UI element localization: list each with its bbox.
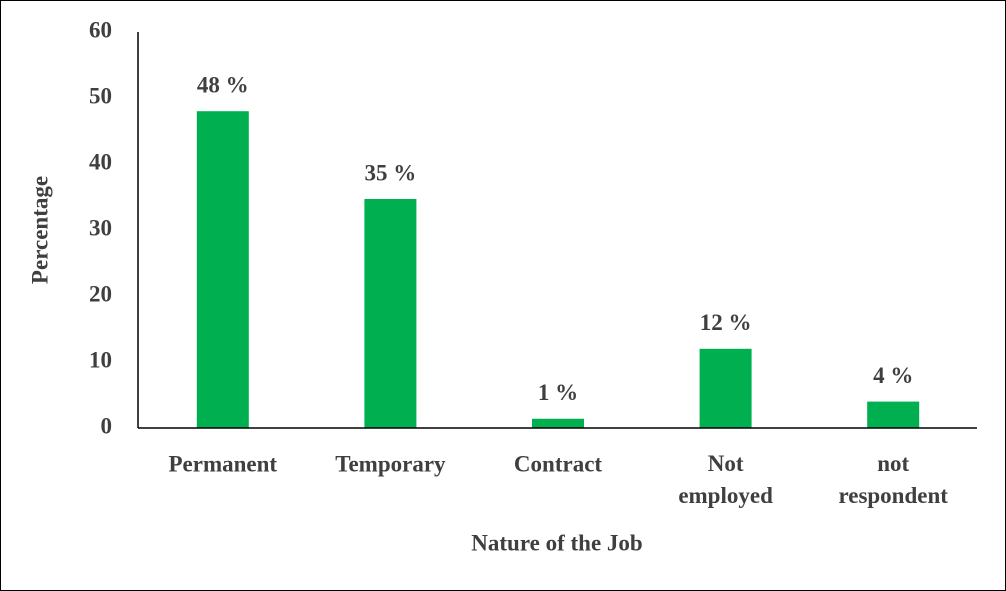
data-label: 48 % [197, 72, 249, 97]
y-tick-label: 50 [89, 83, 112, 108]
bar [532, 418, 584, 428]
bar [867, 401, 920, 428]
bar [364, 198, 417, 428]
x-tick-label: not respondent [838, 451, 948, 508]
y-tick-label: 60 [89, 17, 112, 42]
x-tick-label: Not employed [678, 451, 773, 508]
data-label: 1 % [538, 380, 578, 405]
data-label: 4 % [873, 363, 913, 388]
bar [699, 348, 752, 428]
y-tick-label: 40 [89, 149, 112, 174]
data-label: 35 % [365, 160, 417, 185]
bar [196, 111, 249, 428]
x-tick-label: Contract [514, 451, 602, 476]
x-tick-label: Permanent [169, 451, 278, 476]
x-tick-label: Temporary [335, 451, 446, 476]
y-tick-label: 10 [89, 347, 112, 372]
y-tick-label: 0 [101, 413, 113, 438]
data-label: 12 % [700, 310, 752, 335]
y-tick-label: 20 [89, 281, 112, 306]
y-axis-title: Percentage [27, 176, 52, 284]
y-tick-label: 30 [89, 215, 112, 240]
x-axis-title: Nature of the Job [471, 530, 642, 555]
